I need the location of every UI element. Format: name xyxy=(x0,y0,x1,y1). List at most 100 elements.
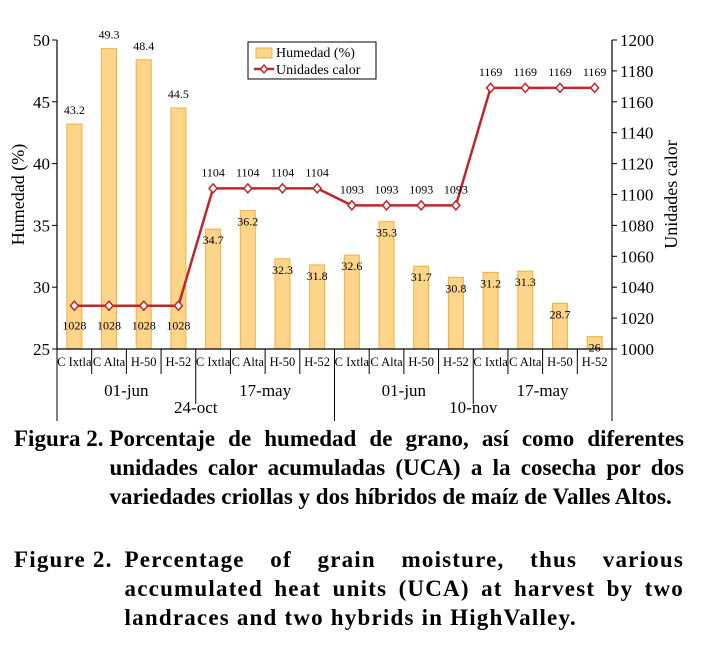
sowing-date-label: 17-may xyxy=(239,381,291,400)
heat-units-marker-10 xyxy=(381,199,392,211)
heat-units-value-label: 1028 xyxy=(166,319,190,333)
y-axis-title: Humedad (%) xyxy=(8,144,29,245)
heat-units-marker-12 xyxy=(450,199,461,211)
category-label: C Ixtla xyxy=(57,355,92,369)
heat-units-marker-8 xyxy=(312,182,323,194)
heat-units-marker-3 xyxy=(138,300,149,312)
harvest-date-label: 10-nov xyxy=(449,398,498,417)
sowing-date-label: 01-jun xyxy=(382,381,427,400)
heat-units-value-label: 1028 xyxy=(132,319,156,333)
heat-units-line xyxy=(74,86,595,307)
heat-units-value-label: 1093 xyxy=(444,182,468,196)
right-tick-label: 1200 xyxy=(620,31,654,50)
left-tick-label: 35 xyxy=(33,216,50,235)
heat-units-marker-4 xyxy=(173,300,184,312)
humidity-value-label: 49.3 xyxy=(99,28,120,42)
category-label: H-52 xyxy=(582,355,608,369)
caption-english-label: Figure 2. xyxy=(14,547,113,572)
heat-units-value-label: 1104 xyxy=(236,165,260,179)
humidity-value-label: 32.6 xyxy=(341,259,362,273)
category-label: H-52 xyxy=(166,355,192,369)
humidity-value-label: 31.7 xyxy=(411,270,432,284)
heat-units-marker-5 xyxy=(208,182,219,194)
category-label: H-52 xyxy=(304,355,330,369)
category-label: C Ixtla xyxy=(473,355,508,369)
right-tick-label: 1000 xyxy=(620,340,654,359)
humidity-value-label: 44.5 xyxy=(168,87,189,101)
category-label: H-50 xyxy=(547,355,573,369)
heat-units-marker-13 xyxy=(485,82,496,94)
humidity-value-label: 31.8 xyxy=(307,269,328,283)
heat-units-value-label: 1093 xyxy=(409,182,433,196)
heat-units-marker-9 xyxy=(346,199,357,211)
humidity-value-label: 28.7 xyxy=(549,307,570,321)
category-label: H-50 xyxy=(131,355,157,369)
heat-units-marker-1 xyxy=(69,300,80,312)
right-tick-label: 1080 xyxy=(620,216,654,235)
right-tick-label: 1120 xyxy=(620,155,653,174)
category-label: C Alta xyxy=(370,355,403,369)
heat-units-marker-7 xyxy=(277,182,288,194)
heat-units-value-label: 1169 xyxy=(479,65,503,79)
heat-units-value-label: 1104 xyxy=(201,165,225,179)
category-label: C Alta xyxy=(509,355,542,369)
right-tick-label: 1040 xyxy=(620,278,654,297)
left-tick-label: 50 xyxy=(33,31,50,50)
humidity-value-label: 31.2 xyxy=(480,276,501,290)
right-tick-label: 1140 xyxy=(620,124,653,143)
heat-units-marker-14 xyxy=(520,82,531,94)
right-tick-label: 1060 xyxy=(620,247,654,266)
sowing-date-label: 17-may xyxy=(517,381,569,400)
caption-spanish-text: Porcentaje de humedad de grano, así como… xyxy=(109,426,684,509)
heat-units-value-label: 1093 xyxy=(375,182,399,196)
caption-spanish-label: Figura 2. xyxy=(14,426,104,451)
heat-units-marker-11 xyxy=(416,199,427,211)
category-label: C Alta xyxy=(232,355,265,369)
heat-units-value-label: 1028 xyxy=(97,319,121,333)
sowing-date-label: 01-jun xyxy=(104,381,149,400)
humidity-value-label: 48.4 xyxy=(133,39,154,53)
heat-units-marker-15 xyxy=(554,82,565,94)
legend-line-marker xyxy=(259,63,269,75)
heat-units-marker-16 xyxy=(589,82,600,94)
legend-humidity-label: Humedad (%) xyxy=(276,46,355,61)
left-tick-label: 25 xyxy=(33,340,50,359)
heat-units-value-label: 1028 xyxy=(62,319,86,333)
left-tick-label: 30 xyxy=(33,278,50,297)
category-label: H-52 xyxy=(443,355,469,369)
humidity-bar-1 xyxy=(66,123,83,350)
legend-heat-units-label: Unidades calor xyxy=(276,63,361,78)
humidity-value-label: 26 xyxy=(589,341,601,355)
humidity-value-label: 43.2 xyxy=(64,103,85,117)
humidity-bar-10 xyxy=(378,221,395,350)
harvest-date-label: 24-oct xyxy=(174,398,218,417)
legend-bar-swatch xyxy=(255,47,273,59)
right-tick-label: 1020 xyxy=(620,309,654,328)
category-label: C Ixtla xyxy=(335,355,370,369)
heat-units-value-label: 1169 xyxy=(583,65,607,79)
humidity-value-label: 36.2 xyxy=(237,215,258,229)
humidity-bar-6 xyxy=(239,210,256,350)
heat-units-value-label: 1104 xyxy=(271,165,295,179)
category-label: C Ixtla xyxy=(196,355,231,369)
humidity-value-label: 32.3 xyxy=(272,263,293,277)
humidity-value-label: 34.7 xyxy=(203,233,224,247)
caption-english: Figure 2. Percentage of grain moisture, … xyxy=(14,545,684,632)
heat-units-marker-2 xyxy=(104,300,115,312)
heat-units-value-label: 1169 xyxy=(548,65,572,79)
left-tick-label: 45 xyxy=(33,93,50,112)
humidity-value-label: 30.8 xyxy=(445,281,466,295)
heat-units-value-label: 1093 xyxy=(340,182,364,196)
right-tick-label: 1180 xyxy=(620,62,653,81)
category-label: H-50 xyxy=(408,355,434,369)
heat-units-marker-6 xyxy=(242,182,253,194)
humidity-value-label: 35.3 xyxy=(376,226,397,240)
humidity-value-label: 31.3 xyxy=(515,275,536,289)
right-tick-label: 1160 xyxy=(620,93,653,112)
category-label: H-50 xyxy=(270,355,296,369)
heat-units-value-label: 1169 xyxy=(514,65,538,79)
caption-spanish: Figura 2. Porcentaje de humedad de grano… xyxy=(14,424,684,511)
right-tick-label: 1100 xyxy=(620,186,653,205)
category-label: C Alta xyxy=(93,355,126,369)
heat-units-value-label: 1104 xyxy=(305,165,329,179)
